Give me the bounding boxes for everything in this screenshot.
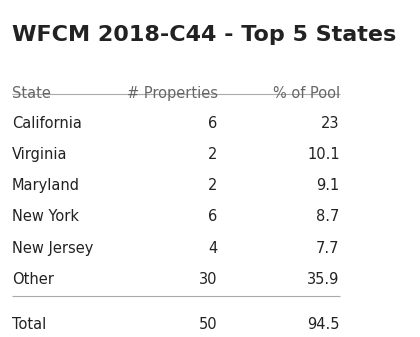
Text: 7.7: 7.7 <box>316 241 340 255</box>
Text: Maryland: Maryland <box>12 179 80 193</box>
Text: New York: New York <box>12 210 79 224</box>
Text: 23: 23 <box>321 117 340 131</box>
Text: 6: 6 <box>208 117 218 131</box>
Text: 94.5: 94.5 <box>307 316 340 332</box>
Text: 50: 50 <box>199 316 218 332</box>
Text: State: State <box>12 86 51 101</box>
Text: WFCM 2018-C44 - Top 5 States: WFCM 2018-C44 - Top 5 States <box>12 25 396 45</box>
Text: 4: 4 <box>208 241 218 255</box>
Text: 35.9: 35.9 <box>307 272 340 286</box>
Text: 6: 6 <box>208 210 218 224</box>
Text: 9.1: 9.1 <box>316 179 340 193</box>
Text: 10.1: 10.1 <box>307 148 340 162</box>
Text: Virginia: Virginia <box>12 148 67 162</box>
Text: 2: 2 <box>208 148 218 162</box>
Text: California: California <box>12 117 82 131</box>
Text: New Jersey: New Jersey <box>12 241 93 255</box>
Text: 2: 2 <box>208 179 218 193</box>
Text: Other: Other <box>12 272 54 286</box>
Text: 8.7: 8.7 <box>316 210 340 224</box>
Text: # Properties: # Properties <box>126 86 218 101</box>
Text: Total: Total <box>12 316 46 332</box>
Text: 30: 30 <box>199 272 218 286</box>
Text: % of Pool: % of Pool <box>273 86 340 101</box>
